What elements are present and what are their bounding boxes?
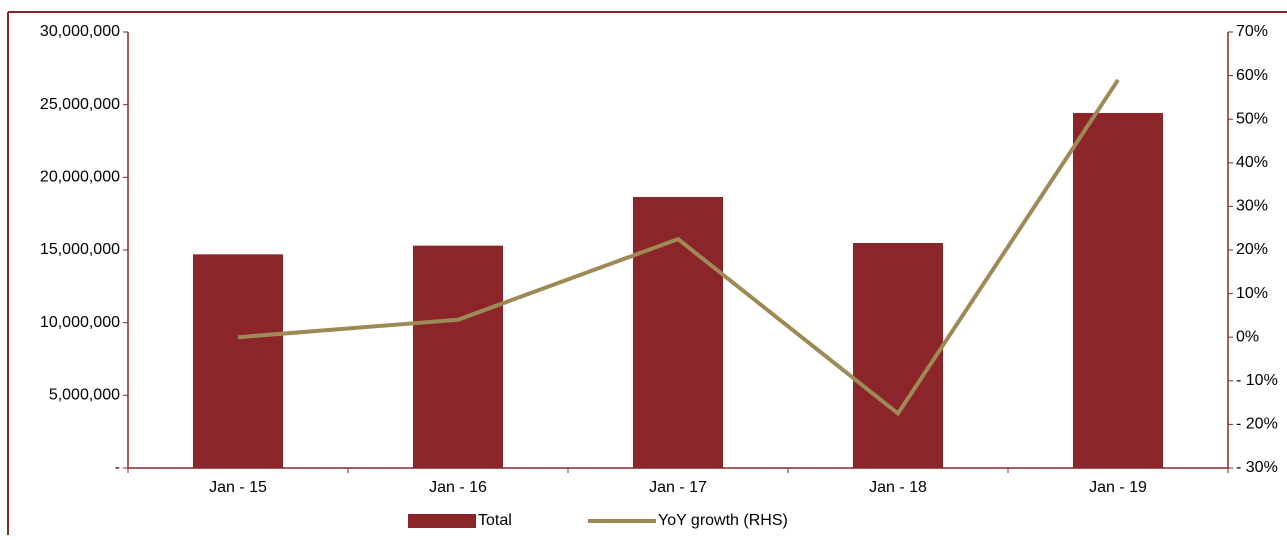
y2-tick-label: - 20% bbox=[1236, 416, 1278, 433]
y2-tick-label: - 30% bbox=[1236, 459, 1278, 476]
x-tick-label: Jan - 17 bbox=[649, 479, 707, 496]
bar bbox=[1073, 112, 1163, 468]
y2-tick-label: 60% bbox=[1236, 67, 1268, 84]
line bbox=[237, 78, 1120, 417]
y2-tick-label: 30% bbox=[1236, 198, 1268, 215]
y2-tick-label: - 10% bbox=[1236, 372, 1278, 389]
y-tick-label: 20,000,000 bbox=[40, 169, 120, 186]
x-tick-label: Jan - 15 bbox=[209, 479, 267, 496]
y2-tick-label: 10% bbox=[1236, 285, 1268, 302]
y2-tick-label: 20% bbox=[1236, 241, 1268, 258]
y-tick-label: - bbox=[115, 459, 120, 476]
x-tick-label: Jan - 18 bbox=[869, 479, 927, 496]
bar bbox=[853, 243, 943, 468]
y2-tick-label: 50% bbox=[1236, 110, 1268, 127]
bar bbox=[193, 254, 283, 468]
x-tick-label: Jan - 16 bbox=[429, 479, 487, 496]
y2-tick-label: 0% bbox=[1236, 328, 1259, 345]
bar bbox=[633, 196, 723, 468]
bar bbox=[413, 245, 503, 468]
y2-tick-label: 70% bbox=[1236, 23, 1268, 40]
y-tick-label: 10,000,000 bbox=[40, 314, 120, 331]
legend-label: Total bbox=[478, 512, 512, 529]
legend-swatch bbox=[408, 514, 476, 528]
y-tick-label: 15,000,000 bbox=[40, 241, 120, 258]
y-tick-label: 5,000,000 bbox=[49, 387, 120, 404]
y-tick-label: 30,000,000 bbox=[40, 23, 120, 40]
x-tick-label: Jan - 19 bbox=[1089, 479, 1147, 496]
y-tick-label: 25,000,000 bbox=[40, 96, 120, 113]
legend-label: YoY growth (RHS) bbox=[658, 512, 788, 529]
y2-tick-label: 40% bbox=[1236, 154, 1268, 171]
